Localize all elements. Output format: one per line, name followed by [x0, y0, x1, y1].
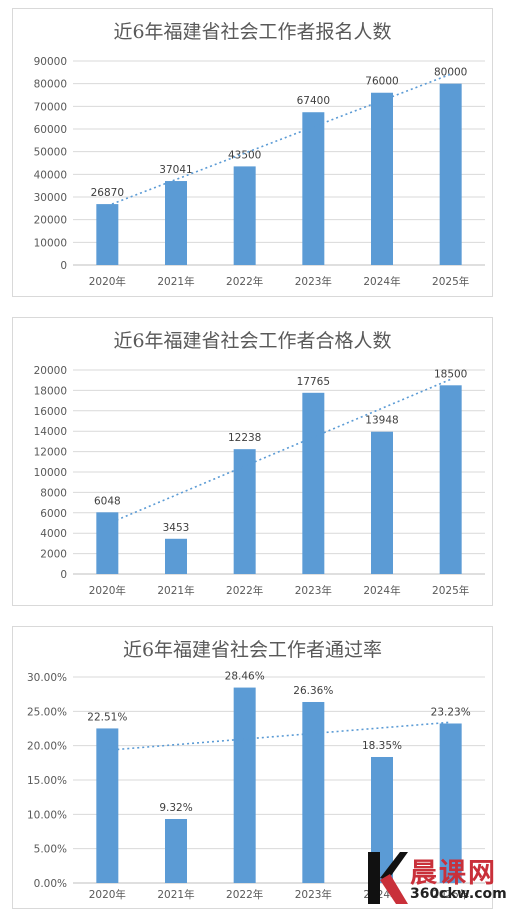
bar: [233, 166, 256, 265]
y-tick-label: 60000: [34, 124, 67, 136]
data-label: 23.23%: [431, 706, 471, 718]
data-label: 37041: [159, 164, 192, 176]
bar: [96, 728, 119, 883]
bar-chart-pass-rate: 0.00% 5.00% 10.00% 15.00% 20.00% 25.00% 30.00%…: [27, 671, 485, 901]
x-tick-label: 2023年: [295, 888, 332, 901]
x-tick-label: 2021年: [157, 275, 194, 288]
x-tick-label: 2025年: [432, 584, 469, 597]
y-tick-label: 10.00%: [27, 809, 67, 821]
data-label: 3453: [163, 522, 190, 534]
chart-panel-passed: 近6年福建省社会工作者合格人数 0 2000 4000 6000 8000 10000 12…: [12, 317, 493, 606]
bar: [439, 723, 462, 883]
x-tick-label: 2020年: [89, 275, 126, 288]
x-tick-label: 2022年: [226, 888, 263, 901]
y-tick-label: 12000: [34, 447, 67, 459]
bar: [371, 431, 393, 574]
data-label: 76000: [365, 76, 398, 88]
chart-panel-pass-rate: 近6年福建省社会工作者通过率 0.00% 5.00% 10.00% 15.00% 20.…: [12, 626, 493, 909]
data-label: 13948: [365, 415, 398, 427]
y-tick-label: 4000: [40, 528, 67, 540]
bar: [439, 385, 462, 574]
x-tick-label: 2022年: [226, 275, 263, 288]
trendline: [107, 73, 451, 207]
data-label: 18.35%: [362, 740, 402, 752]
bar: [371, 756, 393, 883]
bar: [165, 181, 187, 265]
chart-panel-registrations: 近6年福建省社会工作者报名人数 0 10000 20000 30000 40000 500…: [12, 8, 493, 297]
x-tick-label: 2025年: [432, 888, 469, 901]
y-tick-label: 0: [60, 569, 67, 581]
chart-title: 近6年福建省社会工作者报名人数: [113, 21, 392, 43]
bar: [233, 449, 256, 574]
y-tick-label: 40000: [34, 169, 67, 181]
y-tick-label: 30.00%: [27, 672, 67, 684]
x-tick-label: 2022年: [226, 584, 263, 597]
bar: [233, 687, 256, 883]
y-tick-label: 0.00%: [34, 878, 67, 890]
x-tick-label: 2020年: [89, 584, 126, 597]
y-tick-label: 10000: [34, 237, 67, 249]
x-tick-label: 2021年: [157, 584, 194, 597]
y-tick-label: 10000: [34, 467, 67, 479]
y-tick-label: 20.00%: [27, 741, 67, 753]
data-label: 67400: [297, 95, 330, 107]
y-tick-label: 15.00%: [27, 775, 67, 787]
data-label: 26.36%: [293, 685, 333, 697]
y-tick-label: 14000: [34, 426, 67, 438]
x-tick-label: 2020年: [89, 888, 126, 901]
bar: [302, 112, 325, 265]
x-tick-label: 2023年: [295, 275, 332, 288]
y-tick-label: 25.00%: [27, 706, 67, 718]
bar: [302, 392, 325, 574]
chart-title: 近6年福建省社会工作者合格人数: [113, 330, 392, 352]
bar: [96, 512, 119, 574]
x-tick-label: 2024年: [363, 275, 400, 288]
y-tick-label: 20000: [34, 365, 67, 377]
data-label: 12238: [228, 432, 261, 444]
bar-chart-registrations: 0 10000 20000 30000 40000 50000 60000 70000 8000…: [34, 56, 485, 288]
bar: [439, 83, 462, 266]
data-label: 22.51%: [87, 711, 127, 723]
y-tick-label: 6000: [40, 508, 67, 520]
x-tick-label: 2023年: [295, 584, 332, 597]
y-tick-label: 90000: [34, 56, 67, 68]
y-tick-label: 30000: [34, 192, 67, 204]
y-tick-label: 18000: [34, 385, 67, 397]
trendline: [107, 378, 451, 525]
y-tick-label: 16000: [34, 406, 67, 418]
bar: [371, 92, 393, 265]
k-logo-icon: [368, 852, 408, 904]
data-label: 17765: [297, 376, 330, 388]
data-label: 43500: [228, 149, 261, 161]
y-tick-label: 2000: [40, 549, 67, 561]
watermark-brand: 晨课网: [410, 858, 497, 889]
x-tick-label: 2024年: [363, 584, 400, 597]
y-tick-label: 20000: [34, 215, 67, 227]
watermark-url: 360ckw.com: [410, 886, 507, 902]
y-tick-label: 80000: [34, 79, 67, 91]
bar: [302, 701, 325, 883]
x-tick-label: 2021年: [157, 888, 194, 901]
x-tick-label: 2025年: [432, 275, 469, 288]
bar: [96, 204, 119, 265]
bar: [165, 538, 187, 574]
y-tick-label: 0: [60, 260, 67, 272]
bar-chart-passed: 0 2000 4000 6000 8000 10000 12000 14000 16000 180…: [34, 365, 485, 597]
data-label: 18500: [434, 368, 467, 380]
y-tick-label: 5.00%: [34, 844, 67, 856]
data-label: 26870: [91, 187, 124, 199]
y-tick-label: 50000: [34, 147, 67, 159]
watermark: 晨课网 360ckw.com: [366, 850, 516, 909]
chart-title: 近6年福建省社会工作者通过率: [122, 639, 383, 661]
y-tick-label: 70000: [34, 101, 67, 113]
data-label: 28.46%: [225, 671, 265, 683]
y-tick-label: 8000: [40, 487, 67, 499]
bar: [165, 819, 187, 883]
data-label: 80000: [434, 67, 467, 79]
data-label: 9.32%: [159, 802, 192, 814]
data-label: 6048: [94, 495, 121, 507]
